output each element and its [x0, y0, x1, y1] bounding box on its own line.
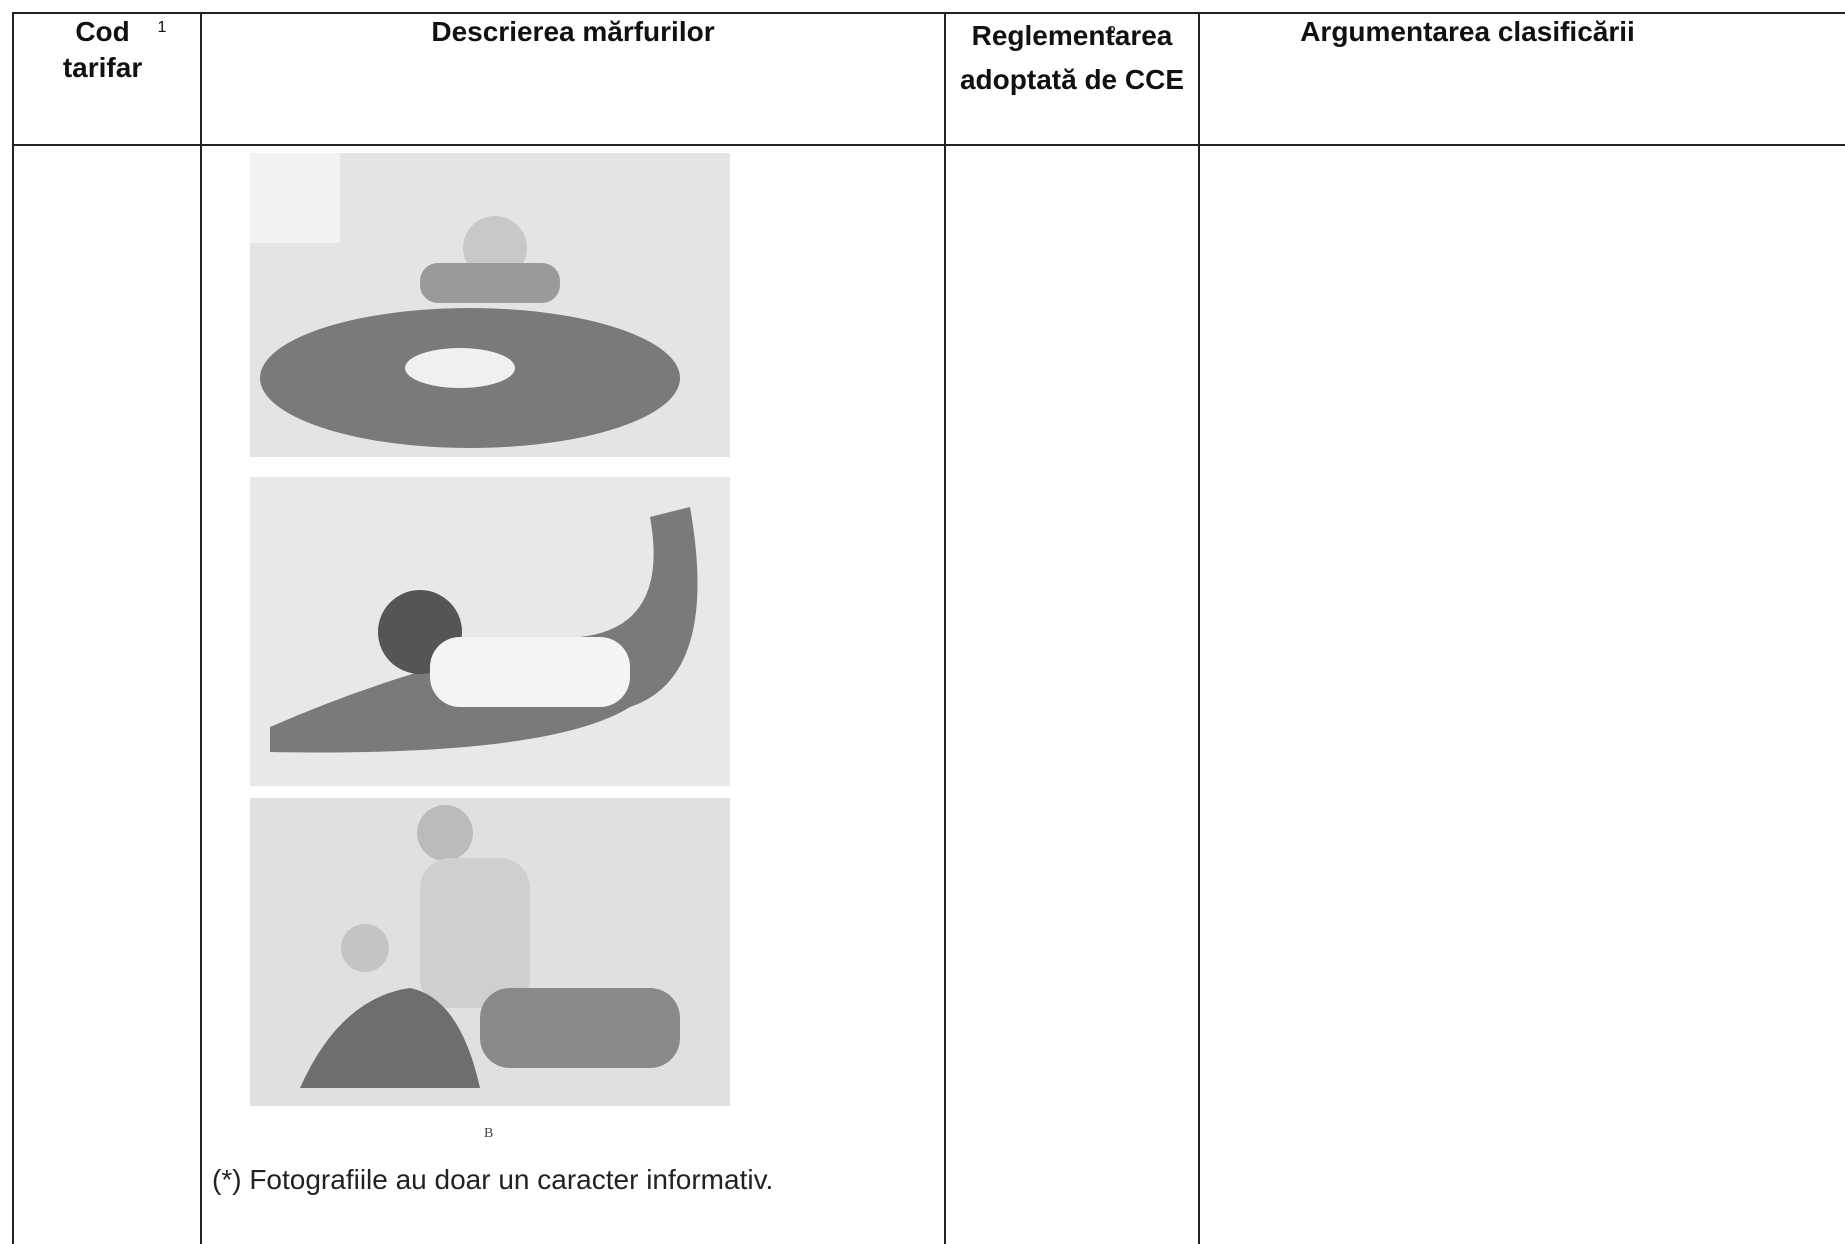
- caption: (*) Fotografiile au doar un caracter inf…: [212, 1164, 774, 1195]
- header-text: Argumentarea clasificării: [1300, 16, 1635, 47]
- header-text: Reglementarea adoptată de CCE: [959, 20, 1185, 95]
- product-photo: [250, 798, 730, 1106]
- column-rule: [1198, 12, 1200, 1244]
- header-cell: Argumentarea clasificării: [1200, 14, 1845, 50]
- footnote-mark: 1: [157, 19, 167, 36]
- column-rule: [944, 12, 946, 1244]
- table-border: [12, 12, 1845, 14]
- photo-label: B: [484, 1126, 494, 1141]
- header-text: Descrierea mărfurilor: [431, 16, 715, 47]
- header-cell: Cod tarifar 1: [14, 14, 200, 86]
- header-text: Cod tarifar: [62, 16, 143, 83]
- header-cell: Reglementarea adoptată de CCE 2: [946, 14, 1198, 102]
- product-photo: [250, 477, 730, 786]
- header-cell: Descrierea mărfurilor: [202, 14, 944, 50]
- footnote-mark: 2: [1107, 24, 1116, 41]
- header-rule: [12, 144, 1845, 146]
- product-photo: [250, 153, 730, 457]
- column-rule: [200, 12, 202, 1244]
- column-rule: [12, 12, 14, 1244]
